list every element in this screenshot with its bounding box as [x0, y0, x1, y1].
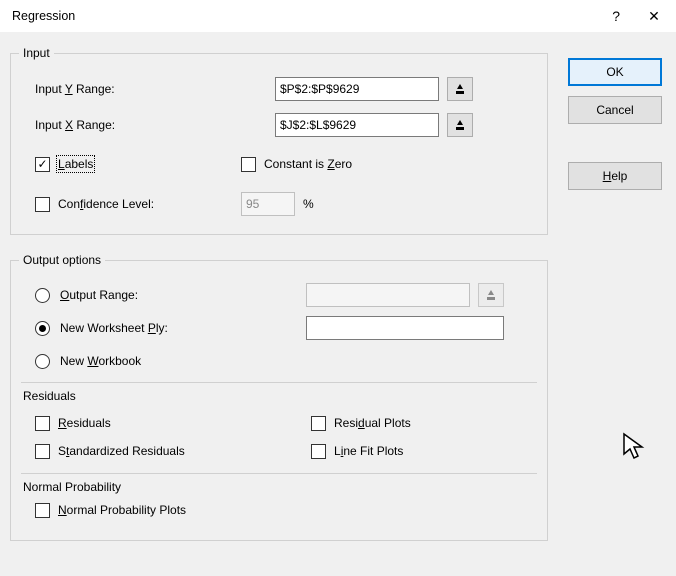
output-range-radio[interactable]: [35, 288, 50, 303]
spacer: [568, 134, 662, 152]
form-area: Input Input Y Range: Input X Range:: [10, 46, 548, 559]
new-workbook-row[interactable]: New Workbook: [23, 346, 535, 376]
input-group: Input Input Y Range: Input X Range:: [10, 46, 548, 235]
percent-label: %: [303, 197, 314, 211]
dialog-content: Input Input Y Range: Input X Range:: [0, 32, 676, 576]
new-worksheet-field[interactable]: [306, 316, 504, 340]
new-worksheet-label: New Worksheet Ply:: [60, 321, 306, 335]
cursor-icon: [622, 432, 648, 462]
input-y-label: Input Y Range:: [23, 82, 275, 96]
residual-plots-checkbox[interactable]: [311, 416, 326, 431]
line-fit-plots-checkbox[interactable]: [311, 444, 326, 459]
labels-label: Labels: [58, 157, 93, 171]
new-workbook-label: New Workbook: [60, 354, 306, 368]
help-button[interactable]: Help: [568, 162, 662, 190]
line-fit-plots-check-row[interactable]: Line Fit Plots: [311, 439, 531, 463]
std-residuals-check-row[interactable]: Standardized Residuals: [23, 439, 311, 463]
normal-prob-checkbox[interactable]: [35, 503, 50, 518]
collapse-dialog-icon[interactable]: [447, 113, 473, 137]
residuals-title: Residuals: [21, 382, 537, 403]
new-worksheet-row[interactable]: New Worksheet Ply:: [23, 313, 535, 343]
output-range-label: Output Range:: [60, 288, 306, 302]
output-legend: Output options: [19, 253, 105, 267]
labels-checkbox[interactable]: [35, 157, 50, 172]
close-icon[interactable]: ✕: [644, 8, 664, 25]
input-checks-row2: Confidence Level: %: [23, 188, 535, 220]
confidence-check-row[interactable]: Confidence Level:: [23, 192, 241, 216]
confidence-label: Confidence Level:: [58, 197, 154, 211]
constant-zero-checkbox[interactable]: [241, 157, 256, 172]
output-range-row[interactable]: Output Range:: [23, 280, 535, 310]
new-workbook-radio[interactable]: [35, 354, 50, 369]
title-bar: Regression ? ✕: [0, 0, 676, 32]
output-group: Output options Output Range: New Workshe…: [10, 253, 548, 541]
input-y-row: Input Y Range:: [23, 76, 535, 102]
cancel-button[interactable]: Cancel: [568, 96, 662, 124]
input-x-row: Input X Range:: [23, 112, 535, 138]
residuals-checkbox[interactable]: [35, 416, 50, 431]
confidence-level-field: [241, 192, 295, 216]
new-worksheet-radio[interactable]: [35, 321, 50, 336]
normal-prob-label: Normal Probability Plots: [58, 503, 186, 517]
input-x-range-field[interactable]: [275, 113, 439, 137]
input-y-range-field[interactable]: [275, 77, 439, 101]
residuals-label: Residuals: [58, 416, 111, 430]
residuals-check-row[interactable]: Residuals: [23, 411, 311, 435]
std-residuals-checkbox[interactable]: [35, 444, 50, 459]
normal-prob-group: Normal Probability Normal Probability Pl…: [23, 473, 535, 522]
normal-prob-check-row[interactable]: Normal Probability Plots: [23, 498, 535, 522]
residual-plots-label: Residual Plots: [334, 416, 411, 430]
help-icon[interactable]: ?: [612, 8, 620, 24]
constant-zero-row[interactable]: Constant is Zero: [241, 152, 461, 176]
action-buttons: OK Cancel Help: [568, 58, 662, 190]
confidence-checkbox[interactable]: [35, 197, 50, 212]
constant-zero-label: Constant is Zero: [264, 157, 352, 171]
input-legend: Input: [19, 46, 54, 60]
labels-check-row[interactable]: Labels: [23, 152, 241, 176]
output-range-field: [306, 283, 470, 307]
line-fit-plots-label: Line Fit Plots: [334, 444, 403, 458]
collapse-dialog-icon: [478, 283, 504, 307]
residuals-group: Residuals Residuals Standardized Residua…: [23, 382, 535, 467]
titlebar-controls: ? ✕: [612, 8, 664, 25]
residual-plots-check-row[interactable]: Residual Plots: [311, 411, 531, 435]
std-residuals-label: Standardized Residuals: [58, 444, 185, 458]
collapse-dialog-icon[interactable]: [447, 77, 473, 101]
input-checks-row1: Labels Constant is Zero: [23, 148, 535, 180]
input-x-label: Input X Range:: [23, 118, 275, 132]
normal-prob-title: Normal Probability: [21, 473, 537, 494]
window-title: Regression: [12, 9, 75, 23]
ok-button[interactable]: OK: [568, 58, 662, 86]
